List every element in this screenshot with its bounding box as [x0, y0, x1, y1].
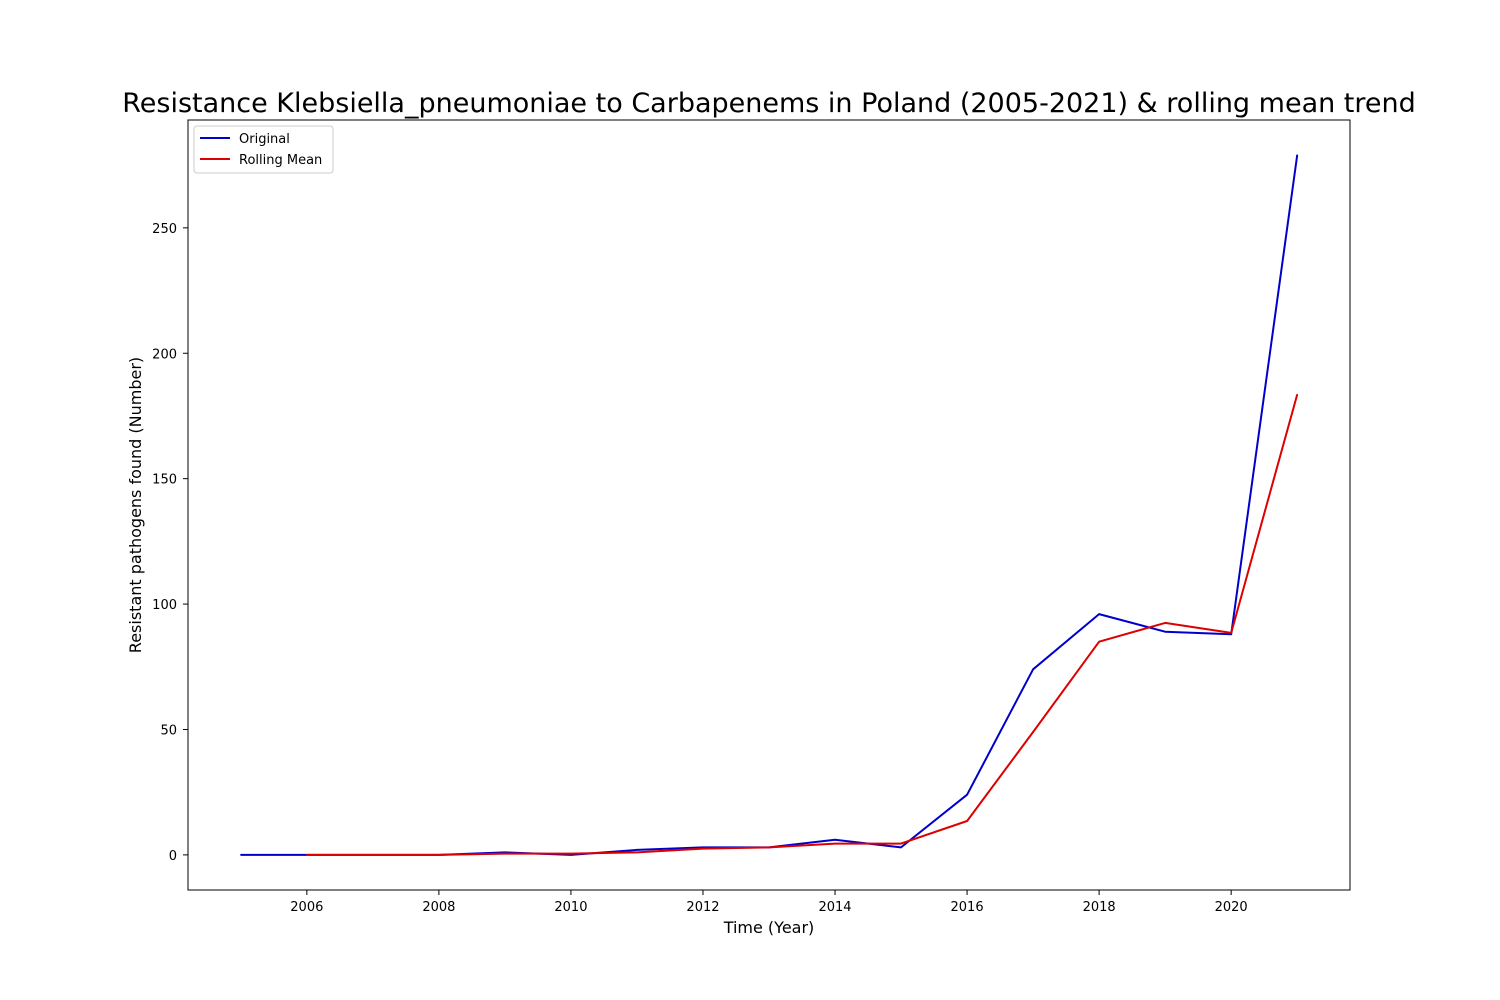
x-tick-label: 2020: [1215, 900, 1248, 915]
data-point-rolling-mean: [636, 851, 638, 854]
data-point-original: [1032, 668, 1034, 671]
data-point-rolling-mean: [1098, 640, 1100, 643]
x-tick-label: 2008: [422, 900, 455, 915]
data-point-rolling-mean: [1032, 731, 1034, 733]
data-point-original: [834, 839, 836, 841]
data-point-rolling-mean: [1296, 393, 1298, 396]
data-point-rolling-mean: [834, 842, 836, 845]
data-point-rolling-mean: [1230, 632, 1232, 634]
y-tick-label: 100: [152, 598, 177, 613]
data-point-rolling-mean: [702, 847, 704, 850]
x-tick-label: 2012: [686, 900, 719, 915]
plot-area: [187, 119, 1351, 891]
data-point-original: [966, 793, 968, 796]
data-point-rolling-mean: [372, 854, 374, 856]
y-tick-label: 50: [160, 723, 177, 738]
legend-label-rolling-mean: Rolling Mean: [239, 153, 322, 168]
data-point-original: [240, 854, 242, 856]
y-axis: 0 50 100 150 200 250: [152, 222, 188, 864]
y-tick-label: 250: [152, 222, 177, 237]
series-line-rolling-mean: [306, 394, 1299, 856]
legend-label-original: Original: [239, 132, 290, 147]
data-point-original: [1098, 613, 1100, 615]
data-point-rolling-mean: [900, 842, 902, 845]
series-layer: [240, 154, 1299, 856]
chart-title: Resistance Klebsiella_pneumoniae to Carb…: [122, 88, 1416, 119]
x-tick-label: 2014: [818, 900, 851, 915]
data-point-original: [636, 849, 638, 851]
x-tick-label: 2018: [1083, 900, 1116, 915]
data-point-rolling-mean: [768, 846, 770, 849]
data-point-rolling-mean: [1164, 622, 1166, 624]
x-tick-label: 2016: [951, 900, 984, 915]
data-point-rolling-mean: [966, 820, 968, 822]
data-point-original: [1164, 630, 1166, 633]
y-tick-label: 200: [152, 347, 177, 362]
series-line-original: [240, 154, 1299, 856]
data-point-original: [900, 846, 902, 849]
x-axis-label: Time (Year): [723, 918, 815, 937]
x-axis: 2006 2008 2010 2012 2014 2016 2018 2020: [290, 890, 1248, 915]
data-point-rolling-mean: [438, 854, 440, 856]
y-tick-label: 0: [169, 849, 177, 864]
data-point-rolling-mean: [306, 854, 308, 856]
x-tick-label: 2006: [290, 900, 323, 915]
data-point-original: [1296, 154, 1298, 156]
data-point-rolling-mean: [504, 852, 506, 855]
legend: Original Rolling Mean: [193, 125, 334, 174]
y-tick-label: 150: [152, 473, 177, 488]
y-axis-label: Resistant pathogens found (Number): [126, 357, 145, 653]
x-tick-label: 2010: [554, 900, 587, 915]
data-point-rolling-mean: [570, 852, 572, 855]
